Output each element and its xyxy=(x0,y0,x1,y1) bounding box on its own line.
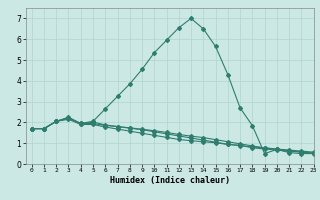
X-axis label: Humidex (Indice chaleur): Humidex (Indice chaleur) xyxy=(109,176,230,185)
